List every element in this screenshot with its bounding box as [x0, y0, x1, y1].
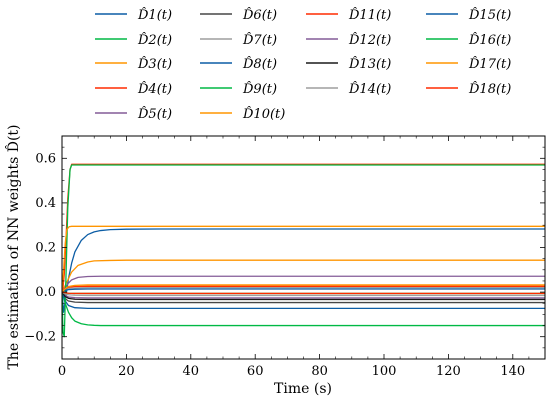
legend-entry-13: D̂13(t) [348, 56, 391, 72]
x-tick-label: 40 [183, 364, 200, 379]
x-tick-label: 60 [247, 364, 264, 379]
y-axis-label: The estimation of NN weights D̂(t) [4, 124, 22, 369]
series-line-13 [62, 291, 545, 301]
series-line-4 [62, 163, 545, 293]
series-line-5 [62, 275, 545, 293]
legend-entry-3: D̂3(t) [137, 56, 172, 72]
series-line-3 [62, 259, 545, 293]
legend-entry-9: D̂9(t) [242, 81, 277, 97]
legend-entry-18: D̂18(t) [468, 81, 511, 97]
x-tick-label: 0 [58, 364, 66, 379]
legend: D̂1(t) D̂2(t) D̂3(t) D̂4(t) D̂5(t) D̂6(t) D̂7(… [95, 7, 511, 122]
x-tick-label: 140 [500, 364, 525, 379]
x-tick-label: 20 [118, 364, 135, 379]
y-tick-label: 0.6 [35, 151, 56, 166]
series-line-2 [62, 291, 545, 327]
legend-entry-7: D̂7(t) [242, 32, 277, 48]
legend-entry-4: D̂4(t) [137, 81, 172, 97]
series-line-8 [62, 291, 545, 310]
x-tick-label: 120 [436, 364, 461, 379]
y-tick-label: 0.4 [35, 196, 56, 211]
legend-entry-10: D̂10(t) [242, 106, 285, 122]
series-line-7 [62, 286, 545, 293]
legend-entry-16: D̂16(t) [468, 32, 511, 48]
legend-entry-15: D̂15(t) [468, 7, 511, 23]
legend-entry-6: D̂6(t) [242, 7, 277, 23]
series-line-10 [62, 225, 545, 293]
y-tick-label: 0.0 [35, 285, 56, 300]
legend-entry-11: D̂11(t) [348, 7, 391, 23]
y-tick-label: −0.2 [24, 330, 56, 345]
legend-entry-5: D̂5(t) [137, 106, 172, 122]
legend-entry-2: D̂2(t) [137, 32, 172, 48]
legend-entry-14: D̂14(t) [348, 81, 391, 97]
series-line-14 [62, 291, 545, 297]
ticks: 0 20 40 60 80 100 120 140 −0.2 0.0 0.2 0.4 0.6 [24, 136, 546, 379]
x-tick-label: 80 [311, 364, 328, 379]
plot-area: 0 20 40 60 80 100 120 140 −0.2 0.0 0.2 0.4 0.6 [24, 135, 546, 379]
x-axis-label: Time (s) [274, 381, 332, 397]
series-line-18 [62, 291, 545, 295]
series-layer [62, 163, 545, 338]
series-line-9 [62, 164, 545, 338]
legend-entry-1: D̂1(t) [137, 7, 172, 23]
x-tick-label: 100 [372, 364, 397, 379]
series-line-15 [62, 288, 545, 293]
legend-entry-8: D̂8(t) [242, 56, 277, 72]
legend-entry-12: D̂12(t) [348, 32, 391, 48]
series-line-17 [62, 284, 545, 293]
y-tick-label: 0.2 [35, 241, 56, 256]
legend-entry-17: D̂17(t) [468, 56, 511, 72]
